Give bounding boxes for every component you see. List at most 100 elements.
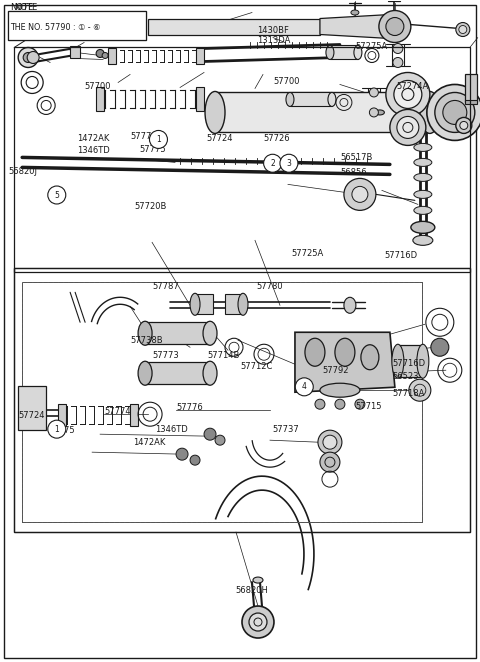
Ellipse shape [392, 344, 404, 378]
Ellipse shape [305, 338, 325, 366]
Text: 57726: 57726 [263, 134, 289, 142]
Polygon shape [148, 19, 320, 34]
Bar [195, 295, 213, 314]
Text: 57715: 57715 [355, 402, 382, 411]
Circle shape [427, 85, 480, 140]
Text: 56820H: 56820H [235, 586, 268, 595]
Circle shape [215, 435, 225, 445]
Circle shape [456, 23, 470, 36]
Ellipse shape [205, 91, 225, 134]
Bar [145, 362, 210, 384]
Text: 57724: 57724 [18, 412, 45, 420]
Circle shape [344, 178, 376, 211]
Circle shape [249, 613, 267, 631]
Circle shape [355, 399, 365, 409]
Text: 4: 4 [302, 383, 307, 391]
Circle shape [394, 81, 422, 109]
Text: 57718A: 57718A [393, 389, 425, 398]
Ellipse shape [414, 158, 432, 166]
Text: 3: 3 [287, 159, 291, 167]
Circle shape [456, 117, 472, 134]
Text: 1: 1 [54, 424, 59, 434]
Circle shape [397, 117, 419, 138]
Circle shape [48, 420, 66, 438]
Ellipse shape [420, 91, 440, 134]
Bar [8, 11, 146, 40]
Text: 56517B: 56517B [341, 154, 373, 162]
Bar [196, 87, 204, 111]
Circle shape [204, 428, 216, 440]
Bar [22, 282, 422, 522]
Text: 1346TD: 1346TD [155, 424, 187, 434]
Text: 57773: 57773 [153, 351, 180, 359]
Ellipse shape [361, 345, 379, 370]
Text: 57738B: 57738B [131, 336, 163, 345]
Circle shape [280, 154, 298, 172]
Bar [130, 404, 138, 426]
Circle shape [386, 17, 404, 36]
Text: 1313DA: 1313DA [257, 36, 290, 45]
Text: 57737: 57737 [273, 424, 300, 434]
Ellipse shape [370, 88, 378, 97]
Text: 57274A: 57274A [396, 82, 428, 91]
Bar [398, 346, 423, 377]
Text: 57725A: 57725A [292, 249, 324, 258]
Text: 56856: 56856 [341, 168, 367, 177]
Text: 57776: 57776 [177, 404, 204, 412]
Circle shape [409, 379, 431, 401]
Circle shape [390, 109, 426, 146]
Bar [70, 46, 80, 58]
Ellipse shape [138, 321, 152, 346]
Bar [465, 101, 477, 105]
Ellipse shape [138, 361, 152, 385]
Text: 57774: 57774 [105, 408, 132, 416]
Text: THE NO. 57790 : ① - ⑥: THE NO. 57790 : ① - ⑥ [10, 23, 100, 32]
Text: NOTE: NOTE [10, 3, 34, 11]
Ellipse shape [414, 191, 432, 199]
Circle shape [315, 399, 325, 409]
Ellipse shape [328, 93, 336, 107]
Polygon shape [295, 332, 395, 392]
Circle shape [379, 11, 411, 42]
Circle shape [393, 44, 403, 54]
Text: 1346TD: 1346TD [77, 146, 110, 154]
Text: 57792: 57792 [323, 367, 349, 375]
Bar [8, 11, 146, 40]
Ellipse shape [190, 293, 200, 315]
Circle shape [102, 52, 108, 58]
Circle shape [320, 452, 340, 472]
Ellipse shape [351, 10, 359, 15]
Ellipse shape [414, 207, 432, 214]
Bar [96, 87, 104, 111]
Ellipse shape [354, 46, 362, 60]
Bar [145, 322, 210, 344]
Bar [108, 48, 116, 64]
Circle shape [176, 448, 188, 460]
Circle shape [18, 48, 38, 68]
Ellipse shape [411, 221, 435, 233]
Circle shape [393, 58, 403, 68]
Text: 57275A: 57275A [355, 42, 387, 52]
Circle shape [352, 187, 368, 203]
Text: 57774: 57774 [131, 132, 157, 141]
Text: 57724: 57724 [206, 134, 233, 142]
Circle shape [459, 26, 467, 34]
Text: 56820J: 56820J [9, 167, 38, 175]
Circle shape [323, 435, 337, 449]
Bar [14, 268, 470, 532]
Text: 57700: 57700 [274, 77, 300, 86]
Ellipse shape [203, 361, 217, 385]
Text: 1430BF: 1430BF [257, 26, 288, 35]
Text: 56523: 56523 [393, 372, 419, 381]
Circle shape [33, 19, 51, 36]
Text: THE NO. 57790 : ① - ⑥: THE NO. 57790 : ① - ⑥ [12, 23, 102, 32]
Ellipse shape [203, 321, 217, 346]
Ellipse shape [238, 293, 248, 315]
Text: NOTE: NOTE [14, 3, 37, 11]
Text: 57714B: 57714B [207, 351, 240, 359]
Ellipse shape [253, 577, 263, 583]
Polygon shape [320, 15, 390, 38]
Bar [18, 386, 46, 430]
Circle shape [264, 154, 282, 172]
Ellipse shape [335, 338, 355, 366]
